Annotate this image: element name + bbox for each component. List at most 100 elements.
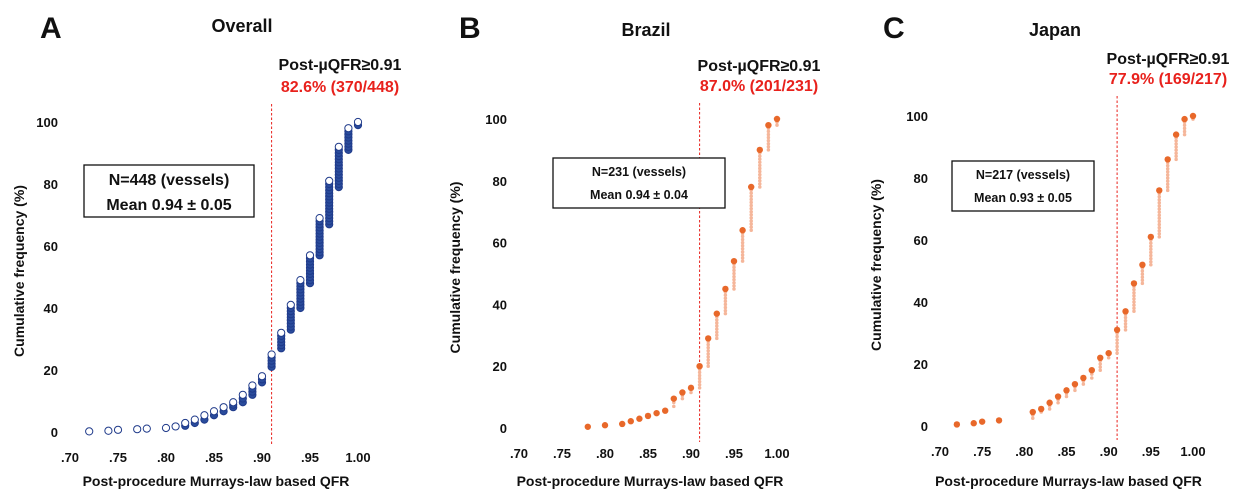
threshold-result: 77.9% (169/217): [1109, 71, 1227, 88]
annotation-mean: Mean 0.93 ± 0.05: [974, 191, 1072, 205]
chart-title: Overall: [211, 16, 272, 36]
data-point: [1029, 408, 1036, 421]
x-tick-label: 1.00: [345, 450, 370, 465]
y-tick-label: 80: [914, 171, 928, 186]
x-tick-label: .90: [682, 446, 700, 461]
annotation-mean: Mean 0.94 ± 0.04: [590, 188, 688, 202]
threshold-result: 82.6% (370/448): [281, 79, 399, 96]
x-tick-label: .90: [253, 450, 271, 465]
y-axis-label: Cumulative frequency (%): [447, 182, 463, 354]
data-point: [748, 183, 755, 233]
data-point: [1130, 280, 1138, 314]
x-tick-label: .95: [301, 450, 319, 465]
y-tick-label: 20: [44, 363, 58, 378]
data-point: [953, 421, 961, 428]
data-point: [200, 411, 209, 424]
data-point: [1147, 233, 1155, 267]
data-point: [1139, 261, 1146, 286]
annotation-n: N=448 (vessels): [109, 172, 230, 189]
data-point: [277, 328, 286, 353]
data-point: [113, 425, 123, 434]
data-point: [627, 418, 634, 425]
annotation-box: [552, 157, 726, 209]
data-point: [267, 350, 276, 371]
data-point: [334, 142, 343, 192]
annotation-mean: Mean 0.94 ± 0.05: [106, 197, 231, 214]
x-tick-label: .95: [725, 446, 743, 461]
chart-overall: A Overall Post-µQFR≥0.91 82.6% (370/448) 0 20…: [11, 12, 402, 489]
chart-title: Japan: [1029, 20, 1081, 40]
data-point: [739, 227, 746, 263]
x-tick-label: .75: [973, 444, 991, 459]
data-point: [662, 407, 669, 414]
x-tick-label: .85: [205, 450, 223, 465]
data-point: [248, 381, 257, 399]
y-tick-label: 0: [921, 419, 928, 434]
data-point: [1122, 308, 1129, 332]
threshold-label: Post-µQFR≥0.91: [1107, 51, 1230, 68]
data-point: [584, 423, 591, 430]
data-point: [133, 425, 142, 434]
y-tick-label: 40: [493, 297, 507, 312]
panel-overall: A Overall Post-µQFR≥0.91 82.6% (370/448) 0 20…: [0, 0, 416, 494]
data-point: [190, 415, 199, 428]
y-tick-label: 0: [51, 425, 58, 440]
data-point: [1054, 393, 1062, 405]
y-axis-label: Cumulative frequency (%): [868, 179, 884, 351]
data-point: [730, 257, 738, 291]
y-tick-label: 80: [493, 174, 507, 189]
panel-letter: C: [883, 12, 905, 45]
x-axis-label: Post-procedure Murrays-law based QFR: [935, 473, 1202, 489]
y-tick-label: 100: [485, 112, 507, 127]
data-point: [705, 335, 712, 368]
x-tick-label: .70: [931, 444, 949, 459]
x-axis-label: Post-procedure Murrays-law based QFR: [517, 473, 784, 489]
x-tick-label: .95: [1142, 444, 1160, 459]
data-point: [315, 214, 324, 260]
data-point: [344, 124, 353, 154]
data-point: [238, 390, 247, 407]
data-point: [1080, 374, 1087, 386]
data-point: [722, 285, 729, 316]
threshold-label: Post-µQFR≥0.91: [279, 57, 402, 74]
data-point: [286, 300, 295, 334]
chart-brazil: B Brazil Post-µQFR≥0.91 87.0% (201/231) 0 20 4…: [447, 12, 821, 489]
data-point: [161, 423, 171, 433]
data-point: [773, 115, 781, 127]
y-tick-label: 100: [906, 109, 928, 124]
data-point: [1038, 405, 1045, 414]
x-tick-label: .75: [109, 450, 127, 465]
data-point: [687, 384, 695, 395]
data-point: [104, 426, 113, 435]
annotation-box: [83, 164, 255, 218]
panel-brazil: B Brazil Post-µQFR≥0.91 87.0% (201/231) 0 20 4…: [416, 0, 833, 494]
x-tick-label: .70: [61, 450, 79, 465]
threshold-label: Post-µQFR≥0.91: [698, 58, 821, 75]
data-point: [353, 117, 363, 130]
data-point: [1113, 326, 1121, 355]
x-tick-label: 1.00: [764, 446, 789, 461]
x-tick-label: .90: [1100, 444, 1118, 459]
data-point: [219, 403, 228, 416]
chart-japan: C Japan Post-µQFR≥0.91 77.9% (169/217) 0 20 40…: [868, 12, 1230, 489]
x-tick-label: .80: [1015, 444, 1033, 459]
data-point: [653, 409, 660, 417]
y-tick-label: 40: [914, 295, 928, 310]
x-tick-label: .70: [510, 446, 528, 461]
data-point: [209, 407, 219, 420]
chart-title: Brazil: [621, 20, 670, 40]
data-point: [1046, 399, 1053, 411]
y-tick-label: 60: [44, 239, 58, 254]
y-tick-label: 100: [36, 115, 58, 130]
data-point: [970, 420, 977, 427]
data-point: [1105, 349, 1112, 360]
data-point: [1088, 367, 1095, 380]
data-point: [765, 121, 772, 152]
panel-letter: B: [459, 12, 481, 45]
data-point: [601, 422, 609, 429]
y-tick-label: 0: [500, 421, 507, 436]
data-point: [1164, 156, 1171, 193]
data-point: [619, 420, 626, 428]
y-tick-label: 40: [44, 301, 58, 316]
panel-japan: C Japan Post-µQFR≥0.91 77.9% (169/217) 0 20 40…: [833, 0, 1250, 494]
